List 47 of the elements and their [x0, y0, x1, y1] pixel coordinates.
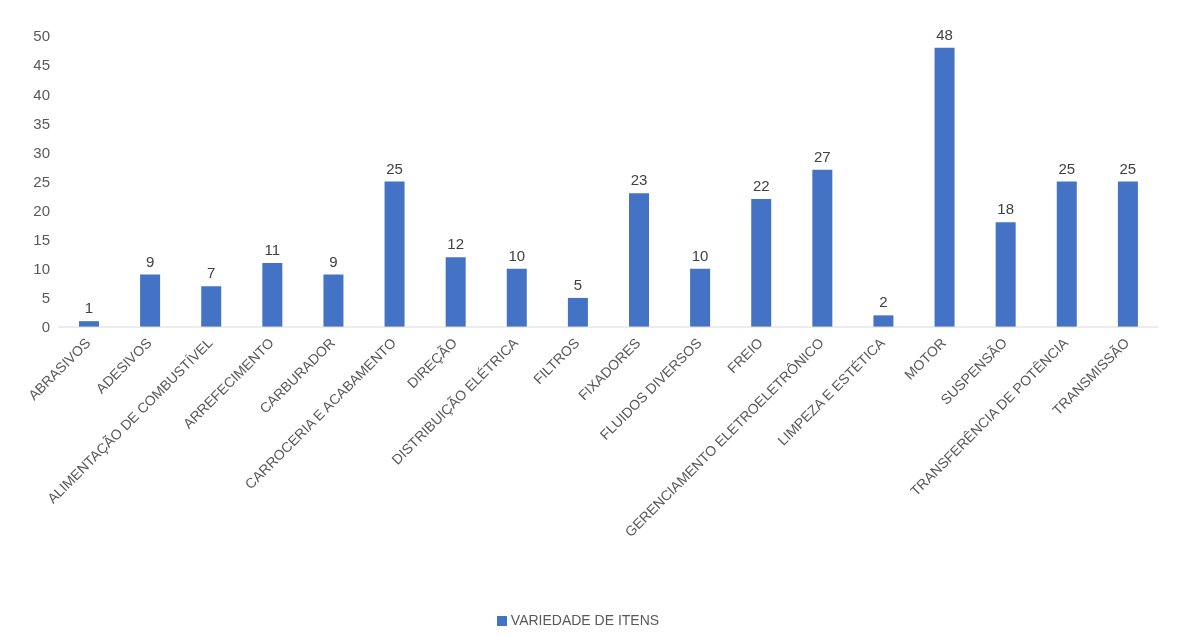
- bar: [140, 274, 161, 327]
- data-label: 7: [207, 264, 216, 282]
- data-label: 27: [813, 147, 831, 165]
- y-tick-label: 40: [33, 85, 50, 103]
- bar: [262, 262, 283, 327]
- bar: [201, 286, 222, 327]
- y-tick-label: 20: [33, 201, 50, 219]
- y-tick-label: 5: [41, 289, 50, 307]
- bar: [629, 193, 649, 327]
- bar: [873, 315, 894, 327]
- y-tick-label: 30: [33, 143, 50, 161]
- bar: [751, 198, 772, 327]
- bar: [934, 47, 955, 327]
- y-tick-label: 10: [33, 260, 50, 278]
- y-tick-label: 50: [33, 27, 50, 45]
- data-label: 23: [630, 171, 648, 189]
- bar: [506, 268, 527, 327]
- data-label: 18: [997, 200, 1015, 218]
- bar: [323, 274, 344, 327]
- y-tick-label: 25: [33, 172, 50, 190]
- bar: [384, 181, 405, 327]
- bar: [567, 297, 588, 327]
- y-tick-label: 45: [33, 56, 50, 74]
- bar: [690, 268, 711, 327]
- data-label: 5: [573, 275, 583, 293]
- y-tick-label: 35: [33, 114, 50, 132]
- data-label: 9: [145, 252, 155, 270]
- bar: [1056, 181, 1077, 327]
- bar: [812, 169, 833, 327]
- data-label: 25: [1119, 159, 1137, 177]
- y-tick-label: 15: [33, 231, 50, 249]
- data-label: 48: [936, 25, 953, 43]
- data-label: 25: [386, 159, 403, 177]
- bar: [995, 222, 1016, 327]
- bar: [445, 257, 466, 327]
- bar: [1117, 181, 1138, 327]
- data-label: 9: [329, 252, 338, 270]
- data-label: 10: [508, 246, 526, 264]
- y-tick-label: 0: [41, 318, 50, 336]
- legend-label: VARIEDADE DE ITENS: [510, 612, 660, 628]
- data-label: 2: [879, 293, 888, 311]
- data-label: 22: [752, 176, 770, 194]
- data-label: 11: [264, 240, 281, 258]
- data-label: 1: [84, 299, 94, 317]
- data-label: 10: [691, 246, 709, 264]
- data-label: 12: [447, 235, 465, 253]
- data-label: 25: [1058, 159, 1076, 177]
